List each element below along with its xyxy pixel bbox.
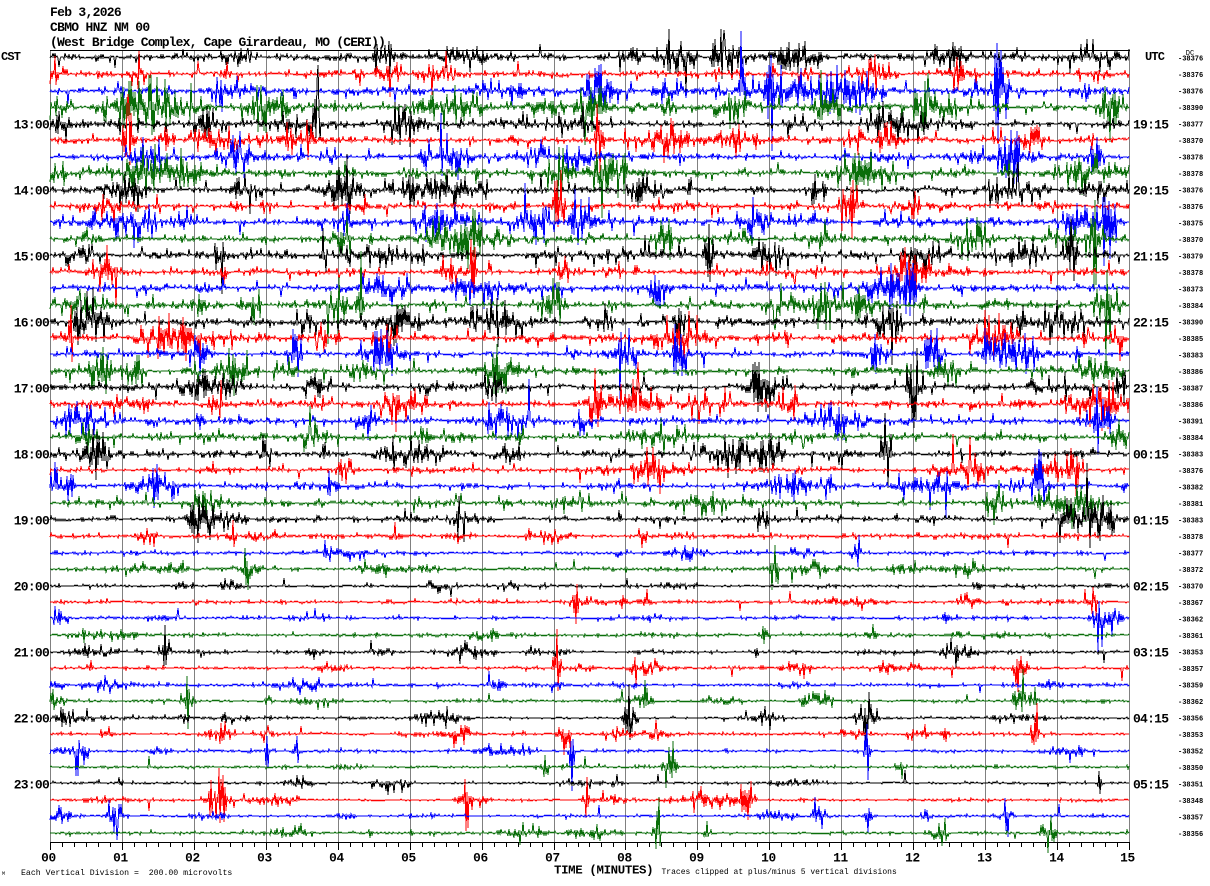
svg-text:-38367: -38367	[1178, 600, 1203, 608]
svg-text:-38350: -38350	[1178, 765, 1203, 773]
svg-text:21:00: 21:00	[14, 646, 50, 661]
svg-text:14:00: 14:00	[14, 184, 50, 199]
svg-text:-38357: -38357	[1178, 666, 1203, 674]
svg-text:-38376: -38376	[1178, 89, 1203, 97]
svg-text:-38390: -38390	[1178, 320, 1203, 328]
svg-text:-38378: -38378	[1178, 270, 1203, 278]
svg-text:13: 13	[977, 851, 992, 866]
svg-text:14: 14	[1049, 851, 1064, 866]
svg-text:23:15: 23:15	[1133, 382, 1169, 397]
svg-text:-38370: -38370	[1178, 584, 1203, 592]
svg-text:-38386: -38386	[1178, 402, 1203, 410]
svg-text:-38387: -38387	[1178, 386, 1203, 394]
svg-text:-38359: -38359	[1178, 683, 1203, 691]
svg-text:-38390: -38390	[1178, 105, 1203, 113]
svg-text:20:00: 20:00	[14, 580, 50, 595]
svg-text:08: 08	[617, 851, 632, 866]
svg-text:CBMO HNZ NM 00: CBMO HNZ NM 00	[50, 20, 150, 35]
svg-text:-38385: -38385	[1178, 336, 1203, 344]
svg-text:02: 02	[185, 851, 200, 866]
svg-text:05: 05	[401, 851, 416, 866]
svg-text:UTC: UTC	[1145, 50, 1165, 64]
svg-text:-38362: -38362	[1178, 617, 1203, 625]
svg-text:-38375: -38375	[1178, 221, 1203, 229]
svg-text:CST: CST	[1, 50, 21, 64]
svg-text:-38377: -38377	[1178, 122, 1203, 130]
svg-text:-38352: -38352	[1178, 749, 1203, 757]
svg-text:03: 03	[257, 851, 272, 866]
svg-text:-38383: -38383	[1178, 353, 1203, 361]
svg-text:06: 06	[473, 851, 488, 866]
svg-text:-38370: -38370	[1178, 237, 1203, 245]
svg-text:-38383: -38383	[1178, 452, 1203, 460]
svg-text:-38351: -38351	[1178, 782, 1203, 790]
svg-text:18:00: 18:00	[14, 448, 50, 463]
svg-text:20:15: 20:15	[1133, 184, 1169, 199]
svg-text:10: 10	[761, 851, 776, 866]
svg-text:M: M	[2, 871, 5, 877]
svg-text:19:00: 19:00	[14, 514, 50, 529]
svg-text:-38356: -38356	[1178, 716, 1203, 724]
svg-text:-38383: -38383	[1178, 518, 1203, 526]
svg-text:-38353: -38353	[1178, 650, 1203, 658]
svg-text:-38384: -38384	[1178, 435, 1203, 443]
svg-text:01: 01	[113, 851, 128, 866]
svg-text:DC: DC	[1186, 50, 1194, 58]
svg-text:-38376: -38376	[1178, 72, 1203, 80]
svg-text:00:15: 00:15	[1133, 448, 1169, 463]
svg-text:15:00: 15:00	[14, 250, 50, 265]
svg-text:21:15: 21:15	[1133, 250, 1169, 265]
svg-text:07: 07	[545, 851, 560, 866]
svg-text:-38377: -38377	[1178, 551, 1203, 559]
svg-text:-38362: -38362	[1178, 699, 1203, 707]
svg-text:13:00: 13:00	[14, 118, 50, 133]
svg-text:00: 00	[41, 851, 56, 866]
svg-text:-38391: -38391	[1178, 419, 1203, 427]
svg-text:11: 11	[833, 851, 848, 866]
svg-text:-38384: -38384	[1178, 303, 1203, 311]
svg-text:-38361: -38361	[1178, 633, 1203, 641]
svg-text:-38376: -38376	[1178, 204, 1203, 212]
svg-text:16:00: 16:00	[14, 316, 50, 331]
svg-text:Each Vertical Division = 200.: Each Vertical Division = 200.00 microvol…	[21, 868, 232, 878]
svg-text:-38373: -38373	[1178, 287, 1203, 295]
svg-text:-38348: -38348	[1178, 798, 1203, 806]
svg-text:15: 15	[1120, 851, 1135, 866]
svg-text:-38382: -38382	[1178, 485, 1203, 493]
svg-text:04: 04	[329, 851, 344, 866]
svg-text:(West Bridge Complex, Cape Gir: (West Bridge Complex, Cape Girardeau, MO…	[50, 35, 385, 50]
svg-text:-38357: -38357	[1178, 815, 1203, 823]
svg-text:-38378: -38378	[1178, 155, 1203, 163]
svg-text:19:15: 19:15	[1133, 118, 1169, 133]
svg-text:-38356: -38356	[1178, 831, 1203, 839]
svg-text:-38353: -38353	[1178, 732, 1203, 740]
svg-text:22:15: 22:15	[1133, 316, 1169, 331]
svg-text:Feb 3,2026: Feb 3,2026	[50, 5, 122, 20]
svg-text:-38376: -38376	[1178, 468, 1203, 476]
svg-text:23:00: 23:00	[14, 778, 50, 793]
svg-text:-38378: -38378	[1178, 171, 1203, 179]
svg-text:-38376: -38376	[1178, 56, 1203, 64]
svg-text:03:15: 03:15	[1133, 646, 1169, 661]
svg-text:04:15: 04:15	[1133, 712, 1169, 727]
svg-text:22:00: 22:00	[14, 712, 50, 727]
svg-text:Traces clipped at plus/minus 5: Traces clipped at plus/minus 5 vertical …	[662, 868, 897, 877]
svg-text:17:00: 17:00	[14, 382, 50, 397]
svg-text:01:15: 01:15	[1133, 514, 1169, 529]
svg-text:-38370: -38370	[1178, 138, 1203, 146]
svg-text:-38386: -38386	[1178, 369, 1203, 377]
svg-text:05:15: 05:15	[1133, 778, 1169, 793]
svg-text:-38379: -38379	[1178, 254, 1203, 262]
svg-text:-38376: -38376	[1178, 188, 1203, 196]
svg-text:02:15: 02:15	[1133, 580, 1169, 595]
svg-text:09: 09	[689, 851, 704, 866]
svg-text:-38378: -38378	[1178, 534, 1203, 542]
svg-text:12: 12	[905, 851, 920, 866]
svg-text:-38372: -38372	[1178, 567, 1203, 575]
svg-text:-38381: -38381	[1178, 501, 1203, 509]
svg-text:TIME (MINUTES): TIME (MINUTES)	[554, 864, 653, 878]
